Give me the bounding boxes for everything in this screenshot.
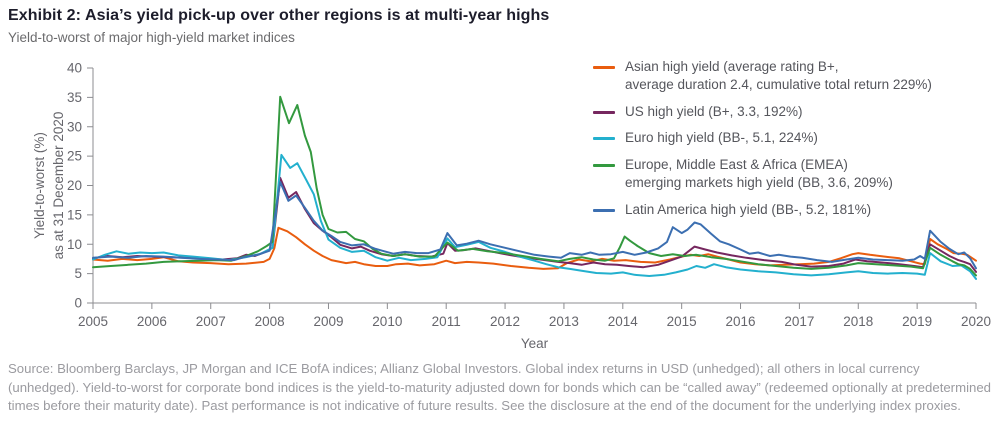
x-tick-label: 2016 (726, 314, 756, 329)
legend-line-swatch (593, 208, 615, 212)
y-tick-label: 40 (67, 61, 82, 76)
legend-item: Asian high yield (average rating B+, aver… (593, 58, 998, 94)
legend-label-line: Europe, Middle East & Africa (EMEA) (625, 157, 848, 173)
series-line-latin-america-high-yield (92, 181, 977, 270)
x-axis-title: Year (521, 336, 549, 351)
x-tick-label: 2010 (372, 314, 402, 329)
x-tick-label: 2013 (549, 314, 579, 329)
legend-label-line: Latin America high yield (BB-, 5.2, 181%… (625, 201, 872, 217)
chart-legend: Asian high yield (average rating B+, aver… (593, 58, 998, 228)
legend-label: US high yield (B+, 3.3, 192%) (625, 103, 802, 121)
y-tick-label: 0 (74, 296, 82, 311)
x-tick-label: 2014 (608, 314, 639, 329)
legend-label: Asian high yield (average rating B+, aver… (625, 58, 932, 94)
x-tick-label: 2006 (137, 314, 167, 329)
legend-label-line: average duration 2.4, cumulative total r… (625, 76, 932, 92)
y-tick-label: 20 (67, 178, 82, 193)
legend-item: Latin America high yield (BB-, 5.2, 181%… (593, 201, 998, 219)
legend-line-swatch (593, 164, 615, 168)
legend-label: Euro high yield (BB-, 5.1, 224%) (625, 129, 818, 147)
legend-label-line: Euro high yield (BB-, 5.1, 224%) (625, 130, 818, 146)
y-tick-label: 30 (67, 119, 82, 134)
legend-label: Europe, Middle East & Africa (EMEA) emerg… (625, 156, 893, 192)
y-tick-label: 5 (74, 266, 82, 281)
x-tick-label: 2007 (196, 314, 226, 329)
yield-line-chart: 0 5 10 15 20 25 30 35 40 2005 2006 2007 2008 2009 2010… (32, 61, 991, 352)
legend-label: Latin America high yield (BB-, 5.2, 181%… (625, 201, 871, 219)
legend-line-swatch (593, 66, 615, 69)
y-tick-label: 35 (67, 90, 82, 105)
y-axis-title-line: as at 31 December 2020 (51, 112, 66, 260)
series-line-asian-high-yield (92, 226, 977, 270)
x-tick-label: 2015 (667, 314, 697, 329)
y-tick-label: 15 (67, 207, 82, 222)
legend-item: Europe, Middle East & Africa (EMEA) emerg… (593, 156, 998, 192)
y-axis-title-line: Yield-to-worst (%) (32, 132, 47, 239)
x-tick-label: 2017 (784, 314, 814, 329)
x-tick-label: 2018 (843, 314, 873, 329)
x-tick-label: 2008 (255, 314, 285, 329)
legend-item: Euro high yield (BB-, 5.1, 224%) (593, 129, 998, 147)
source-footnote: Source: Bloomberg Barclays, JP Morgan an… (8, 361, 991, 414)
x-tick-label: 2011 (432, 314, 461, 329)
legend-label-line: US high yield (B+, 3.3, 192%) (625, 103, 803, 119)
x-tick-label: 2009 (313, 314, 343, 329)
legend-item: US high yield (B+, 3.3, 192%) (593, 103, 998, 121)
legend-label-line: emerging markets high yield (BB, 3.6, 20… (625, 175, 893, 191)
y-tick-label: 25 (67, 149, 82, 164)
legend-line-swatch (593, 137, 615, 141)
y-tick-label: 10 (67, 237, 82, 252)
legend-label-line: Asian high yield (average rating B+, (625, 59, 839, 74)
x-tick-label: 2020 (961, 314, 991, 329)
legend-line-swatch (593, 110, 615, 114)
x-tick-label: 2019 (902, 314, 932, 329)
chart-subtitle: Yield-to-worst of major high-yield marke… (8, 30, 295, 45)
exhibit-title: Exhibit 2: Asia’s yield pick-up over oth… (8, 7, 550, 24)
chart-area: 0 5 10 15 20 25 30 35 40 2005 2006 2007 2008 2009 2010… (0, 52, 1000, 356)
x-tick-label: 2012 (490, 314, 520, 329)
x-tick-label: 2005 (78, 314, 108, 329)
